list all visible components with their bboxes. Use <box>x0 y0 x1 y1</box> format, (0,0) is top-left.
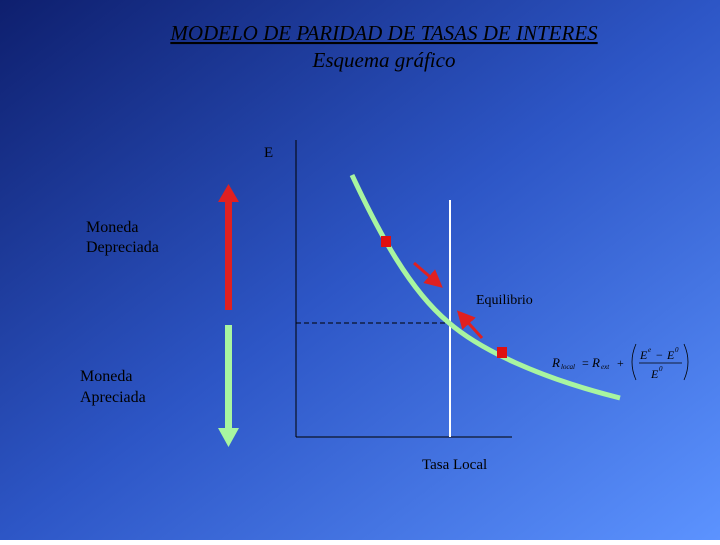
paren-right <box>683 343 689 381</box>
point-low <box>497 347 507 358</box>
formula-lhs-sub: local <box>561 363 575 371</box>
upper-label: Moneda <box>86 219 138 236</box>
arrow-up <box>456 310 484 340</box>
y-axis-label: E <box>264 145 273 161</box>
x-axis-label: Tasa Local <box>422 457 487 473</box>
formula-lhs: R <box>551 355 560 370</box>
equilibrium-label: Equilibrio <box>476 293 533 308</box>
formula: R local = R ext + E e − E 0 E 0 <box>551 343 689 381</box>
formula-den: E <box>650 367 659 381</box>
formula-den-sup: 0 <box>659 365 663 373</box>
formula-num-a: E <box>639 348 648 362</box>
parity-curve <box>349 173 621 401</box>
red-arrow-shaft <box>225 200 232 310</box>
green-arrow-shaft <box>225 325 232 430</box>
formula-num-b-sup: 0 <box>675 346 679 354</box>
title: MODELO DE PARIDAD DE TASAS DE INTERES <box>169 21 598 45</box>
formula-minus: − <box>656 348 663 362</box>
upper-label: Depreciada <box>86 239 159 256</box>
formula-num-b: E <box>666 348 675 362</box>
formula-num-a-sup: e <box>648 346 651 354</box>
formula-term: R <box>591 355 600 370</box>
lower-label: Moneda <box>80 368 132 385</box>
point-high <box>381 236 391 247</box>
arrow-down <box>413 261 443 288</box>
subtitle: Esquema gráfico <box>312 48 456 72</box>
paren-left <box>631 343 637 381</box>
green-arrow-head <box>218 428 239 447</box>
formula-plus: + <box>617 356 624 370</box>
lower-label: Apreciada <box>80 389 146 406</box>
formula-equals: = <box>582 356 589 370</box>
red-arrow-head <box>218 184 239 202</box>
formula-term-sub: ext <box>601 363 610 371</box>
